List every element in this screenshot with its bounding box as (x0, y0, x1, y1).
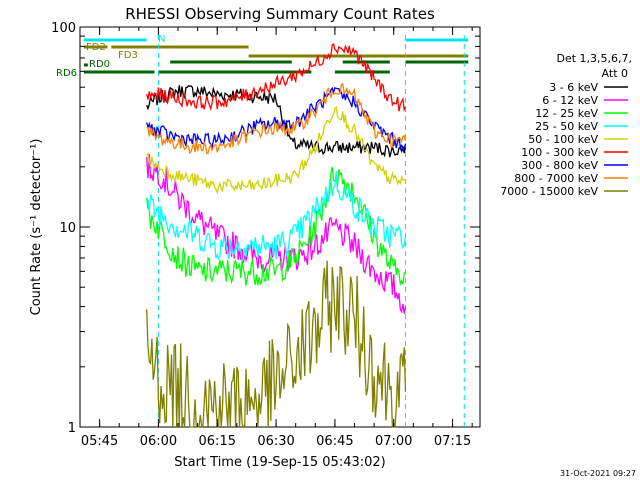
legend-title: Att 0 (602, 67, 628, 80)
flag-label: N (158, 34, 165, 45)
legend-label: 800 - 7000 keV (514, 172, 598, 185)
legend-label: 7000 - 15000 keV (500, 185, 598, 198)
legend-label: 25 - 50 keV (535, 120, 598, 133)
legend-title: Det 1,3,5,6,7, (556, 52, 632, 65)
chart-title: RHESSI Observing Summary Count Rates (125, 5, 435, 23)
x-tick-label: 06:00 (140, 434, 177, 449)
flag-label: RD0 (89, 59, 110, 70)
y-tick-label: 100 (51, 21, 76, 36)
series-line (146, 84, 407, 158)
plot-frame (79, 26, 481, 428)
legend-label: 12 - 25 keV (535, 107, 598, 120)
series-line (146, 154, 407, 314)
x-tick-label: 05:45 (81, 434, 118, 449)
series-line (146, 43, 407, 113)
series-line (146, 105, 406, 195)
x-axis-label: Start Time (19-Sep-15 05:43:02) (174, 455, 385, 470)
legend-label: 6 - 12 keV (542, 94, 598, 107)
vertical-markers (157, 35, 465, 427)
legend-label: 3 - 6 keV (549, 81, 598, 94)
series-line (146, 171, 407, 261)
flag-label: FD3 (118, 50, 138, 61)
legend-label: 100 - 300 keV (521, 146, 598, 159)
y-tick-label: 1 (68, 421, 76, 436)
flag-label: FD2 (86, 42, 106, 53)
x-tick-label: 07:15 (434, 434, 471, 449)
y-axis-label: Count Rate (s⁻¹ detector⁻¹) (29, 139, 44, 316)
legend-label: 50 - 100 keV (528, 133, 598, 146)
series-line (146, 166, 407, 287)
x-axis: 05:45 06:00 06:15 06:30 06:45 07:00 07:15 (81, 27, 473, 449)
flag-bars: N FD2 FD3 RD0 RD6 (56, 34, 469, 79)
flag-label: RD6 (56, 68, 77, 79)
y-tick-label: 10 (59, 221, 76, 236)
series-line (146, 82, 407, 155)
x-tick-label: 06:15 (199, 434, 236, 449)
legend-label: 300 - 800 keV (521, 159, 598, 172)
x-tick-label: 06:30 (257, 434, 294, 449)
x-tick-label: 07:00 (375, 434, 412, 449)
series-lines (146, 43, 407, 429)
series-line (146, 260, 407, 429)
x-tick-label: 06:45 (316, 434, 353, 449)
y-axis: 1 10 100 (51, 21, 480, 436)
footer-date: 31-Oct-2021 09:27 (560, 469, 636, 478)
